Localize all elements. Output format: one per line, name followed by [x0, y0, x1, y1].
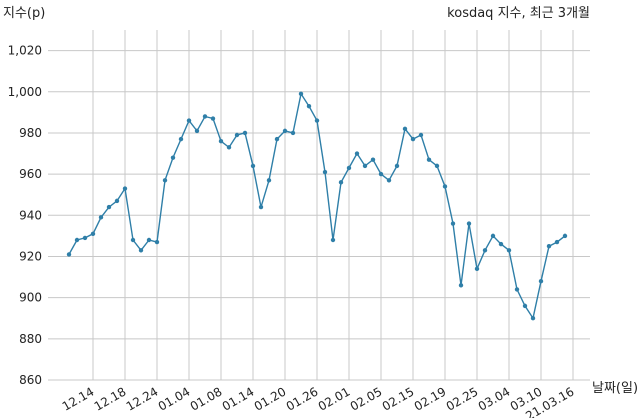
y-tick-label: 1,020 — [8, 44, 42, 58]
y-tick-label: 940 — [19, 208, 42, 222]
data-point — [458, 283, 464, 288]
data-point — [554, 239, 560, 245]
x-tick-label: 03.04 — [476, 384, 513, 413]
data-point — [362, 163, 368, 169]
data-point — [450, 221, 456, 226]
data-point — [74, 237, 80, 243]
data-point — [546, 243, 552, 249]
y-tick-label: 1,000 — [8, 85, 42, 99]
data-point — [370, 157, 376, 162]
data-point — [306, 103, 312, 109]
data-point — [258, 204, 264, 210]
data-point — [330, 237, 336, 243]
data-point — [66, 252, 72, 257]
data-point — [394, 163, 400, 169]
chart-title: kosdaq 지수, 최근 3개월 — [447, 6, 590, 21]
data-point — [210, 116, 216, 121]
data-point — [562, 233, 568, 239]
y-tick-label: 980 — [19, 126, 42, 140]
data-point — [514, 287, 520, 292]
data-point — [474, 266, 480, 272]
data-point — [482, 248, 488, 253]
y-tick-label: 960 — [19, 167, 42, 181]
data-point — [186, 118, 192, 123]
x-tick-label: 01.14 — [220, 384, 257, 413]
data-point — [530, 316, 536, 321]
data-point — [402, 126, 408, 132]
data-point — [322, 169, 328, 175]
x-tick-label: 12.14 — [60, 384, 97, 413]
data-point — [338, 180, 344, 185]
data-point — [506, 248, 512, 253]
x-tick-label: 01.08 — [188, 384, 225, 413]
x-tick-label: 02.15 — [380, 384, 417, 413]
y-tick-label: 880 — [19, 332, 42, 346]
y-tick-label: 920 — [19, 249, 42, 263]
data-point — [426, 157, 432, 162]
data-point — [242, 130, 248, 136]
data-point — [354, 151, 360, 156]
x-tick-label: 01.04 — [156, 384, 193, 413]
data-point — [290, 130, 296, 136]
data-point — [410, 136, 416, 142]
data-point — [314, 118, 320, 123]
x-tick-labels: 12.1412.1812.2401.0401.0801.1401.2001.26… — [60, 384, 577, 418]
x-tick-label: 02.19 — [412, 384, 449, 413]
data-point — [466, 221, 472, 226]
data-point — [90, 231, 96, 237]
x-tick-label: 12.24 — [124, 384, 161, 413]
data-point — [378, 171, 384, 177]
y-tick-labels: 860 880 900 920 940 960 980 1,000 1,020 — [8, 44, 42, 387]
x-tick-label: 02.01 — [316, 384, 353, 413]
y-tick-label: 860 — [19, 373, 42, 387]
data-point — [434, 163, 440, 169]
data-point — [274, 136, 280, 142]
y-tick-label: 900 — [19, 291, 42, 305]
data-point — [162, 178, 168, 183]
x-tick-label: 01.20 — [252, 384, 289, 413]
y-axis-label: 지수(p) — [3, 6, 45, 21]
data-point — [226, 145, 232, 150]
data-points — [66, 91, 568, 321]
data-point — [490, 233, 496, 239]
data-point — [82, 235, 88, 241]
data-point — [114, 198, 120, 204]
data-point — [122, 186, 128, 191]
data-point — [194, 128, 200, 134]
data-point — [170, 155, 176, 160]
x-tick-label: 02.05 — [348, 384, 385, 413]
x-tick-label: 01.26 — [284, 384, 321, 413]
data-point — [522, 303, 528, 309]
data-point — [418, 132, 424, 138]
data-point — [218, 138, 224, 144]
data-point — [298, 91, 304, 97]
data-point — [98, 215, 104, 220]
data-point — [442, 184, 448, 189]
data-point — [386, 178, 392, 183]
grid-lines — [48, 30, 590, 381]
data-point — [154, 239, 160, 245]
data-point — [346, 165, 352, 171]
x-axis-label: 날짜(일) — [592, 381, 638, 396]
data-point — [538, 278, 544, 284]
data-point — [250, 163, 256, 169]
data-point — [138, 248, 144, 253]
data-point — [178, 136, 184, 142]
data-point — [282, 128, 288, 134]
x-tick-label: 02.25 — [444, 384, 481, 413]
data-point — [146, 237, 152, 243]
data-point — [202, 114, 208, 119]
x-tick-label: 12.18 — [92, 384, 129, 413]
data-point — [266, 178, 272, 183]
data-point — [106, 204, 112, 210]
data-point — [130, 237, 136, 243]
data-point — [498, 241, 504, 247]
data-point — [234, 132, 240, 138]
